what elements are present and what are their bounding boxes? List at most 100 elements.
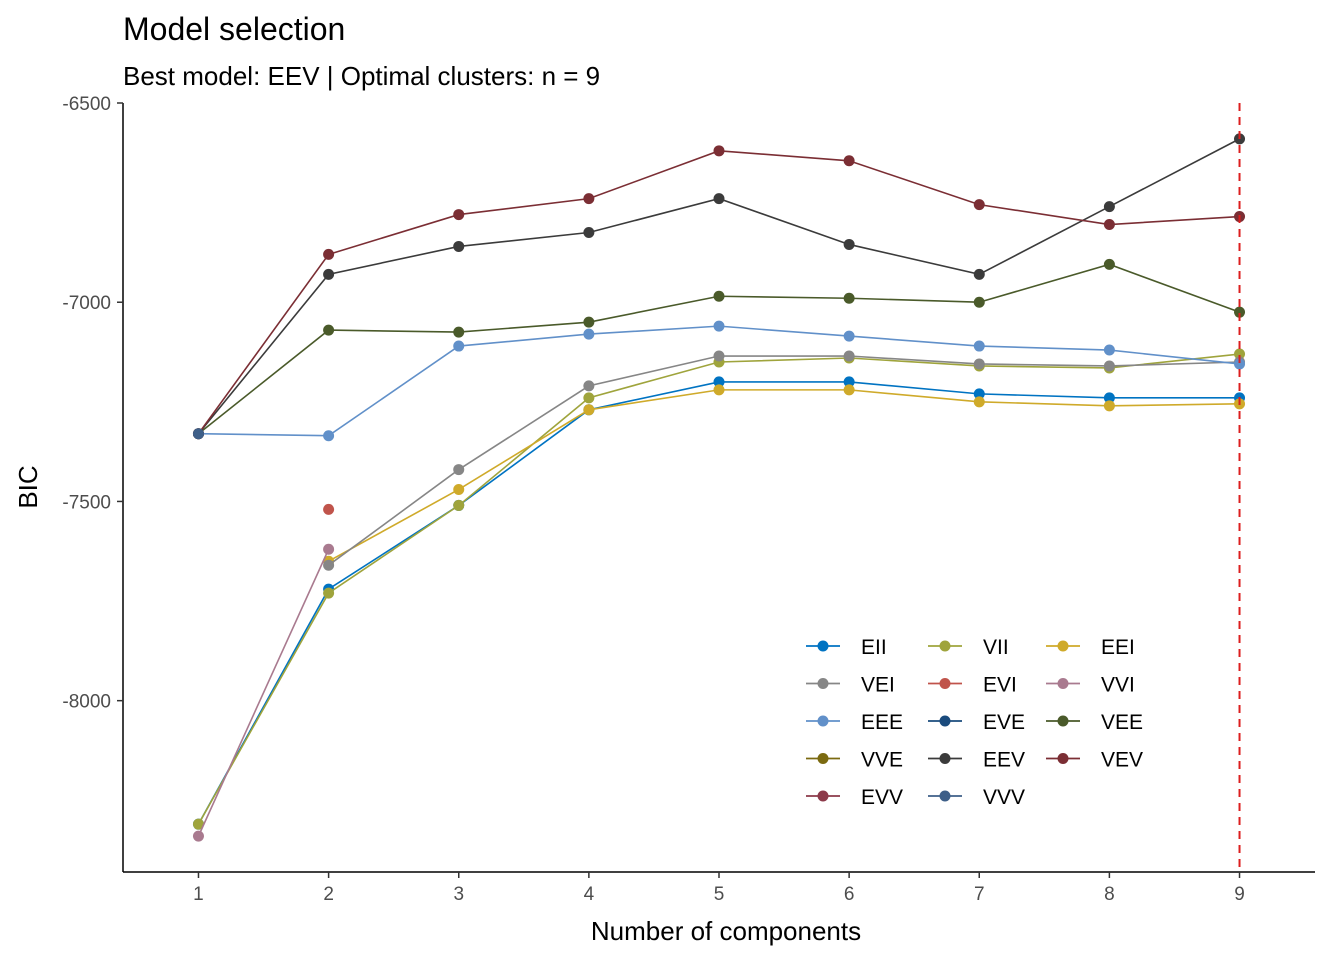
legend-key-point (1057, 678, 1069, 689)
y-axis-title: BIC (13, 465, 43, 508)
data-point (583, 404, 595, 416)
data-point (843, 384, 855, 396)
legend-label: EEE (861, 711, 903, 734)
y-tick-label: -7500 (62, 492, 111, 513)
legend-label: VEI (861, 674, 895, 697)
y-tick-label: -8000 (62, 692, 111, 713)
data-point (973, 358, 985, 370)
legend-label: VVV (983, 786, 1025, 809)
series-line (197, 353, 1240, 825)
x-tick-label: 5 (714, 884, 725, 905)
legend-label: VEE (1101, 711, 1143, 734)
data-point (1234, 306, 1246, 318)
series-eii (192, 376, 1246, 830)
legend-key-point (817, 678, 829, 689)
legend-item-eev: EEV (928, 749, 1025, 772)
legend-item-vee: VEE (1046, 711, 1143, 734)
data-point (1103, 344, 1115, 356)
legend-item-evi: EVI (928, 674, 1017, 697)
data-point (713, 320, 725, 332)
legend-item-vii: VII (928, 636, 1009, 659)
legend-key-point (939, 640, 951, 652)
legend-item-eee: EEE (806, 711, 903, 734)
x-tick-label: 4 (584, 884, 595, 905)
data-point (973, 268, 985, 280)
legend-key-point (939, 678, 951, 689)
legend-label: EII (861, 636, 887, 659)
legend-item-vvv: VVV (928, 786, 1025, 809)
data-point (583, 328, 595, 340)
legend-key-point (817, 753, 829, 764)
data-point (973, 340, 985, 352)
legend-label: VEV (1101, 749, 1143, 772)
legend-item-eei: EEI (1046, 636, 1135, 659)
x-tick-label: 7 (974, 884, 985, 905)
y-tick-label: -7000 (62, 293, 111, 314)
chart-title: Model selection (123, 11, 345, 47)
legend-item-vvi: VVI (1046, 674, 1135, 697)
data-point (323, 543, 335, 555)
data-point (192, 428, 204, 440)
x-tick-label: 1 (193, 884, 204, 905)
x-tick-label: 9 (1234, 884, 1245, 905)
legend-key-point (939, 753, 951, 764)
data-point (713, 193, 725, 205)
data-point (713, 376, 725, 388)
series-layer (192, 133, 1246, 842)
data-point (713, 384, 725, 396)
legend-label: EVE (983, 711, 1025, 734)
data-point (453, 240, 465, 252)
data-point (843, 155, 855, 167)
data-point (1103, 392, 1115, 404)
series-line (328, 389, 1240, 562)
series-evi (323, 503, 335, 515)
data-point (973, 296, 985, 308)
series-vvi (192, 543, 335, 842)
data-point (583, 226, 595, 238)
data-point (1103, 201, 1115, 213)
legend: EII VII EEI VEI EVI VVI EEE EVE VEE VVE EEV VEV EVV V… (806, 636, 1143, 809)
data-point (843, 376, 855, 388)
data-point (973, 388, 985, 400)
data-point (1103, 258, 1115, 270)
legend-item-eii: EII (806, 636, 887, 659)
legend-item-vev: VEV (1046, 749, 1143, 772)
legend-label: VVI (1101, 674, 1135, 697)
legend-key-point (817, 790, 829, 802)
data-point (1103, 360, 1115, 372)
x-axis-title: Number of components (591, 916, 861, 946)
data-point (843, 330, 855, 342)
legend-key-point (939, 790, 951, 802)
chart-subtitle: Best model: EEV | Optimal clusters: n = … (123, 61, 600, 91)
data-point (323, 430, 335, 442)
x-tick-label: 8 (1104, 884, 1115, 905)
data-point (1103, 219, 1115, 231)
data-point (453, 499, 465, 511)
data-point (973, 396, 985, 408)
series-vvv (192, 428, 204, 440)
series-line (197, 548, 330, 837)
series-eei (323, 384, 1246, 567)
data-point (1234, 358, 1246, 370)
data-point (843, 238, 855, 250)
data-point (323, 559, 335, 571)
data-point (973, 199, 985, 211)
data-point (583, 316, 595, 328)
data-point (192, 830, 204, 842)
data-point (453, 483, 465, 495)
legend-item-vve: VVE (806, 749, 903, 772)
data-point (323, 268, 335, 280)
legend-item-vei: VEI (806, 674, 895, 697)
legend-item-evv: EVV (806, 786, 903, 809)
data-point (453, 326, 465, 338)
x-tick-label: 3 (453, 884, 464, 905)
legend-key-point (817, 640, 829, 652)
x-tick-label: 6 (844, 884, 855, 905)
legend-key-point (1057, 753, 1069, 764)
legend-label: EVI (983, 674, 1017, 697)
x-axis-ticks: 1 2 3 4 5 6 7 8 9 (193, 872, 1245, 905)
legend-key-point (1057, 640, 1069, 652)
data-point (1234, 348, 1246, 360)
series-vee (192, 258, 1246, 440)
